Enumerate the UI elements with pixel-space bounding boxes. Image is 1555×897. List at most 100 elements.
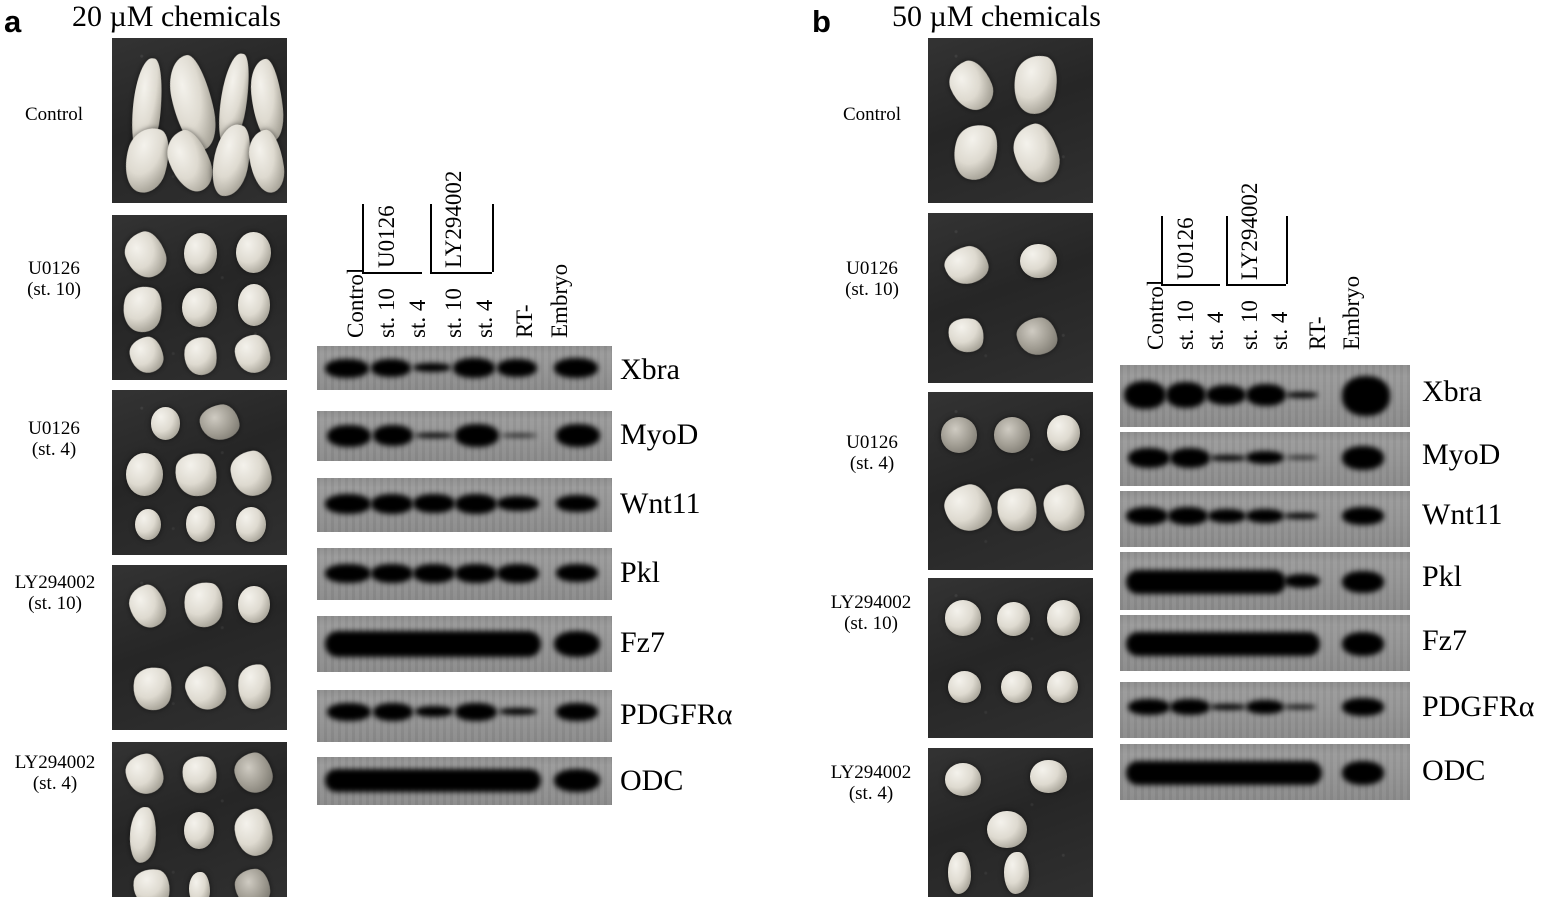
row-label-u0126-st4-stage: (st. 4) (31, 439, 77, 461)
blot-b-myod (1120, 432, 1410, 486)
row-label-ly294002-st10: LY294002 (st. 10) (0, 572, 110, 615)
lane-label-u0126-st10: st. 10 (374, 288, 399, 338)
gene-label-wnt11: Wnt11 (620, 487, 701, 520)
panel-b: b 50 µM chemicals Control U0126 (st. 10)… (800, 0, 1555, 897)
group-rule-b-ly294002 (1226, 284, 1286, 286)
lane-label-embryo: Embryo (547, 263, 572, 338)
lane-label-ly294002-st10: st. 10 (441, 288, 466, 338)
embryo-photo-b-ly294002-st10 (928, 578, 1093, 738)
lane-label-b-ly294002-st10: st. 10 (1237, 300, 1262, 350)
row-label-control-name: Control (24, 104, 84, 125)
panel-b-title: 50 µM chemicals (892, 0, 1101, 33)
row-label-ly294002-st10-stage: (st. 10) (28, 593, 82, 615)
gene-label-pkl: Pkl (620, 556, 661, 589)
blot-wnt11 (317, 478, 612, 532)
row-label-control: Control (0, 104, 108, 125)
gene-label-b-pkl: Pkl (1422, 560, 1463, 593)
blot-xbra (317, 346, 612, 390)
row-label-b-u0126-st4: U0126 (st. 4) (818, 432, 926, 475)
panel-a: a 20 µM chemicals Control U0126 (st. 10)… (0, 0, 733, 897)
group-rule-u0126 (362, 272, 422, 274)
row-label-b-u0126-st4-stage: (st. 4) (849, 453, 895, 475)
blot-fz7 (317, 616, 612, 672)
row-label-u0126-st4: U0126 (st. 4) (0, 418, 108, 461)
row-label-b-ly294002-st4: LY294002 (st. 4) (812, 762, 930, 805)
blot-b-fz7 (1120, 615, 1410, 671)
group-rule-b-u0126 (1161, 284, 1220, 286)
group-label-u0126: U0126 (374, 205, 399, 268)
blot-b-wnt11 (1120, 491, 1410, 547)
group-tick-b-u0126 (1161, 216, 1163, 284)
gene-label-b-pdgfra: PDGFRα (1422, 690, 1535, 723)
lane-label-b-embryo: Embryo (1339, 275, 1364, 350)
group-tick-ly294002 (430, 204, 432, 272)
embryo-photo-u0126-st4 (112, 390, 287, 555)
lane-label-b-ly294002-st4: st. 4 (1267, 311, 1292, 350)
row-label-b-u0126-st10: U0126 (st. 10) (818, 258, 926, 301)
lane-label-u0126-st4: st. 4 (405, 299, 430, 338)
gene-label-b-wnt11: Wnt11 (1422, 498, 1503, 531)
blot-odc (317, 757, 612, 805)
row-label-b-u0126-st4-name: U0126 (846, 432, 898, 453)
lane-label-b-u0126-st10: st. 10 (1173, 300, 1198, 350)
group-tick-ly294002-end (492, 204, 494, 272)
row-label-u0126-st10-name: U0126 (28, 258, 80, 279)
panel-a-title: 20 µM chemicals (72, 0, 281, 33)
lane-label-ly294002-st4: st. 4 (472, 299, 497, 338)
gene-label-pdgfra: PDGFRα (620, 698, 733, 731)
blot-b-odc (1120, 744, 1410, 800)
row-label-u0126-st10: U0126 (st. 10) (0, 258, 108, 301)
gene-label-b-xbra: Xbra (1422, 375, 1482, 408)
embryo-photo-b-ly294002-st4 (928, 748, 1093, 897)
blot-b-pdgfra (1120, 682, 1410, 738)
lane-label-b-u0126-st4: st. 4 (1203, 311, 1228, 350)
panel-a-letter: a (4, 4, 22, 39)
row-label-b-ly294002-st10-name: LY294002 (830, 592, 912, 613)
blot-pkl (317, 548, 612, 600)
gene-label-b-odc: ODC (1422, 754, 1486, 787)
group-rule-ly294002 (430, 272, 492, 274)
group-label-b-u0126: U0126 (1173, 217, 1198, 280)
blot-b-pkl (1120, 552, 1410, 610)
panel-b-letter: b (812, 4, 831, 39)
row-label-b-control-name: Control (842, 104, 902, 125)
embryo-photo-b-control (928, 38, 1093, 203)
group-label-ly294002: LY294002 (441, 170, 466, 268)
embryo-photo-ly294002-st10 (112, 565, 287, 730)
row-label-ly294002-st10-name: LY294002 (14, 572, 96, 593)
embryo-photo-b-u0126-st10 (928, 213, 1093, 383)
lane-label-b-rt-negative: RT- (1305, 316, 1330, 350)
blot-pdgfra (317, 690, 612, 742)
group-tick-b-ly294002 (1226, 216, 1228, 284)
row-label-ly294002-st4-name: LY294002 (14, 752, 96, 773)
group-tick-u0126 (362, 204, 364, 272)
lane-label-b-control: Control (1143, 279, 1168, 350)
row-label-ly294002-st4-stage: (st. 4) (32, 773, 78, 795)
gene-label-b-fz7: Fz7 (1422, 624, 1467, 657)
row-label-b-u0126-st10-name: U0126 (846, 258, 898, 279)
gene-label-b-myod: MyoD (1422, 438, 1501, 471)
embryo-photo-u0126-st10 (112, 215, 287, 380)
row-label-b-ly294002-st4-name: LY294002 (830, 762, 912, 783)
row-label-b-u0126-st10-stage: (st. 10) (845, 279, 899, 301)
blot-b-xbra (1120, 365, 1410, 427)
gene-label-fz7: Fz7 (620, 626, 665, 659)
row-label-b-ly294002-st10: LY294002 (st. 10) (812, 592, 930, 635)
embryo-photo-ly294002-st4 (112, 742, 287, 897)
row-label-b-ly294002-st10-stage: (st. 10) (844, 613, 898, 635)
lane-label-rt-negative: RT- (512, 304, 537, 338)
group-label-b-ly294002: LY294002 (1237, 182, 1262, 280)
gene-label-myod: MyoD (620, 418, 699, 451)
row-label-b-ly294002-st4-stage: (st. 4) (848, 783, 894, 805)
group-tick-b-ly294002-end (1286, 216, 1288, 284)
row-label-ly294002-st4: LY294002 (st. 4) (0, 752, 110, 795)
row-label-u0126-st10-stage: (st. 10) (27, 279, 81, 301)
lane-label-control: Control (343, 267, 368, 338)
embryo-photo-control (112, 38, 287, 203)
embryo-photo-b-u0126-st4 (928, 392, 1093, 570)
row-label-u0126-st4-name: U0126 (28, 418, 80, 439)
gene-label-odc: ODC (620, 764, 684, 797)
gene-label-xbra: Xbra (620, 353, 680, 386)
row-label-b-control: Control (818, 104, 926, 125)
blot-myod (317, 411, 612, 461)
